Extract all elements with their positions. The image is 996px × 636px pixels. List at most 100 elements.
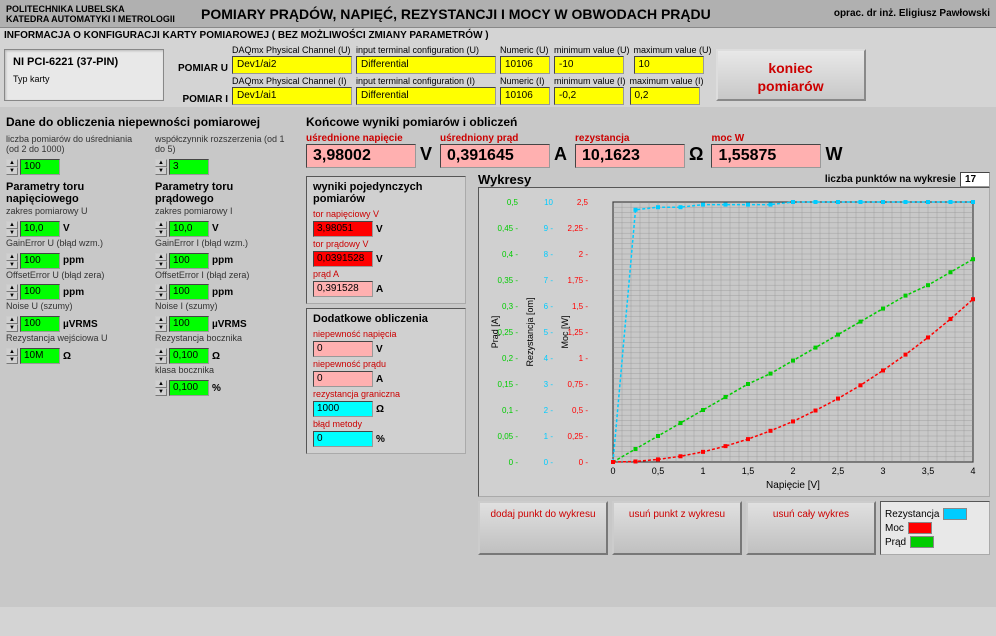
author: oprac. dr inż. Eligiusz Pawłowski [834, 8, 990, 19]
v-offset-spinner[interactable]: ▲▼100ppm [6, 284, 84, 300]
legend-moc-swatch [908, 522, 932, 534]
tor-v-val: 3,98051 [313, 221, 373, 237]
lbl-max-i: maximum value (I) [630, 76, 704, 86]
svg-text:Rezystancja [om]: Rezystancja [om] [525, 297, 535, 366]
v-noise-unit: µVRMS [63, 319, 98, 330]
svg-text:3 -: 3 - [544, 380, 554, 389]
svg-text:6 -: 6 - [544, 302, 554, 311]
org-line1: POLITECHNIKA LUBELSKA [6, 4, 201, 14]
res-p-label: moc W [711, 133, 842, 144]
val-max-u: 10 [634, 56, 704, 74]
svg-text:4 -: 4 - [544, 354, 554, 363]
tor-v-label: tor napięciowy V [313, 209, 459, 219]
add-rez-val: 1000 [313, 401, 373, 417]
org-line2: KATEDRA AUTOMATYKI I METROLOGII [6, 14, 201, 24]
legend-prad-swatch [910, 536, 934, 548]
legend-rez-label: Rezystancja [885, 509, 939, 520]
card-name: NI PCI-6221 (37-PIN) [13, 56, 155, 68]
card-type-label: Typ karty [13, 74, 155, 84]
svg-text:1 -: 1 - [579, 354, 589, 363]
v-noise-spinner[interactable]: ▲▼100µVRMS [6, 316, 98, 332]
pomiar-u-label: POMIAR U [168, 63, 228, 74]
liczba-spinner[interactable]: ▲▼100 [6, 159, 60, 175]
tor-v-unit: V [376, 224, 383, 235]
prad-label: prąd A [313, 269, 459, 279]
lbl-num-u: Numeric (U) [500, 45, 550, 55]
lbl-daqmx-u: DAQmx Physical Channel (U) [232, 45, 352, 55]
i-noise-spinner[interactable]: ▲▼100µVRMS [155, 316, 247, 332]
add-prad-unit: A [376, 374, 383, 385]
prad-val: 0,391528 [313, 281, 373, 297]
val-term-u: Differential [356, 56, 496, 74]
add-nap-unit: V [376, 344, 383, 355]
wspol-spinner[interactable]: ▲▼3 [155, 159, 209, 175]
svg-text:Napięcie [V]: Napięcie [V] [766, 480, 820, 491]
svg-text:0: 0 [610, 466, 615, 476]
voltage-params: Parametry toru napięciowego zakres pomia… [6, 175, 145, 396]
add-blad-val: 0 [313, 431, 373, 447]
lbl-min-u: minimum value (U) [554, 45, 630, 55]
svg-text:1,25 -: 1,25 - [568, 328, 589, 337]
i-gain-label: GainError I (błąd wzm.) [155, 239, 294, 249]
svg-text:1: 1 [700, 466, 705, 476]
val-term-i: Differential [356, 87, 496, 105]
v-gain-unit: ppm [63, 255, 84, 266]
svg-text:2,25 -: 2,25 - [568, 224, 589, 233]
koniec-line1: koniec [718, 59, 864, 77]
v-gain-spinner[interactable]: ▲▼100ppm [6, 253, 84, 269]
res-v-val: 3,98002 [306, 144, 416, 168]
svg-text:0,25 -: 0,25 - [568, 432, 589, 441]
header-org: POLITECHNIKA LUBELSKA KATEDRA AUTOMATYKI… [6, 4, 201, 24]
i-zakres-unit: V [212, 223, 219, 234]
svg-text:2,5: 2,5 [832, 466, 845, 476]
svg-text:4: 4 [970, 466, 975, 476]
add-point-button[interactable]: dodaj punkt do wykresu [478, 501, 608, 555]
legend-prad-label: Prąd [885, 537, 906, 548]
svg-text:0,45 -: 0,45 - [498, 224, 519, 233]
svg-text:0,75 -: 0,75 - [568, 380, 589, 389]
svg-text:0,35 -: 0,35 - [498, 276, 519, 285]
koniec-button[interactable]: koniec pomiarów [716, 49, 866, 101]
i-rez-spinner[interactable]: ▲▼0,100Ω [155, 348, 220, 364]
v-rez-label: Rezystancja wejściowa U [6, 334, 145, 344]
remove-point-button[interactable]: usuń punkt z wykresu [612, 501, 742, 555]
i-gain-val: 100 [169, 253, 209, 269]
results-row: uśrednione napięcie 3,98002V uśredniony … [306, 133, 990, 168]
i-klasa-spinner[interactable]: ▲▼0,100% [155, 380, 221, 396]
i-offset-label: OffsetError I (błąd zera) [155, 271, 294, 281]
i-offset-unit: ppm [212, 287, 233, 298]
svg-text:3: 3 [880, 466, 885, 476]
svg-text:0 -: 0 - [544, 458, 554, 467]
svg-text:0,5 -: 0,5 - [572, 406, 588, 415]
svg-text:2,5: 2,5 [577, 198, 589, 207]
single-title: wyniki pojedynczych pomiarów [313, 181, 459, 205]
svg-text:0,05 -: 0,05 - [498, 432, 519, 441]
i-zakres-spinner[interactable]: ▲▼10,0V [155, 221, 219, 237]
clear-chart-button[interactable]: usuń cały wykres [746, 501, 876, 555]
svg-text:1 -: 1 - [544, 432, 554, 441]
add-blad-label: błąd metody [313, 419, 459, 429]
add-nap-val: 0 [313, 341, 373, 357]
main: Dane do obliczenia niepewności pomiarowe… [0, 107, 996, 607]
v-zakres-spinner[interactable]: ▲▼10,0V [6, 221, 70, 237]
add-rez-unit: Ω [376, 404, 384, 415]
config-row: NI PCI-6221 (37-PIN) Typ karty POMIAR U … [0, 43, 996, 107]
i-gain-spinner[interactable]: ▲▼100ppm [155, 253, 233, 269]
liczba-label: liczba pomiarów do uśredniania (od 2 do … [6, 135, 145, 155]
wspol-val: 3 [169, 159, 209, 175]
v-rez-spinner[interactable]: ▲▼10MΩ [6, 348, 71, 364]
pomiar-i-label: POMIAR I [168, 94, 228, 105]
res-v-label: uśrednione napięcie [306, 133, 432, 144]
svg-text:0,4 -: 0,4 - [502, 250, 518, 259]
svg-text:2 -: 2 - [544, 406, 554, 415]
svg-text:0 -: 0 - [579, 458, 589, 467]
config-bar-title: INFORMACJA O KONFIGURACJI KARTY POMIAROW… [0, 28, 996, 43]
i-offset-spinner[interactable]: ▲▼100ppm [155, 284, 233, 300]
val-min-u: -10 [554, 56, 624, 74]
svg-text:10: 10 [544, 198, 553, 207]
v-zakres-unit: V [63, 223, 70, 234]
svg-text:0,5: 0,5 [507, 198, 519, 207]
svg-text:0,3 -: 0,3 - [502, 302, 518, 311]
i-noise-label: Noise I (szumy) [155, 302, 294, 312]
v-offset-unit: ppm [63, 287, 84, 298]
